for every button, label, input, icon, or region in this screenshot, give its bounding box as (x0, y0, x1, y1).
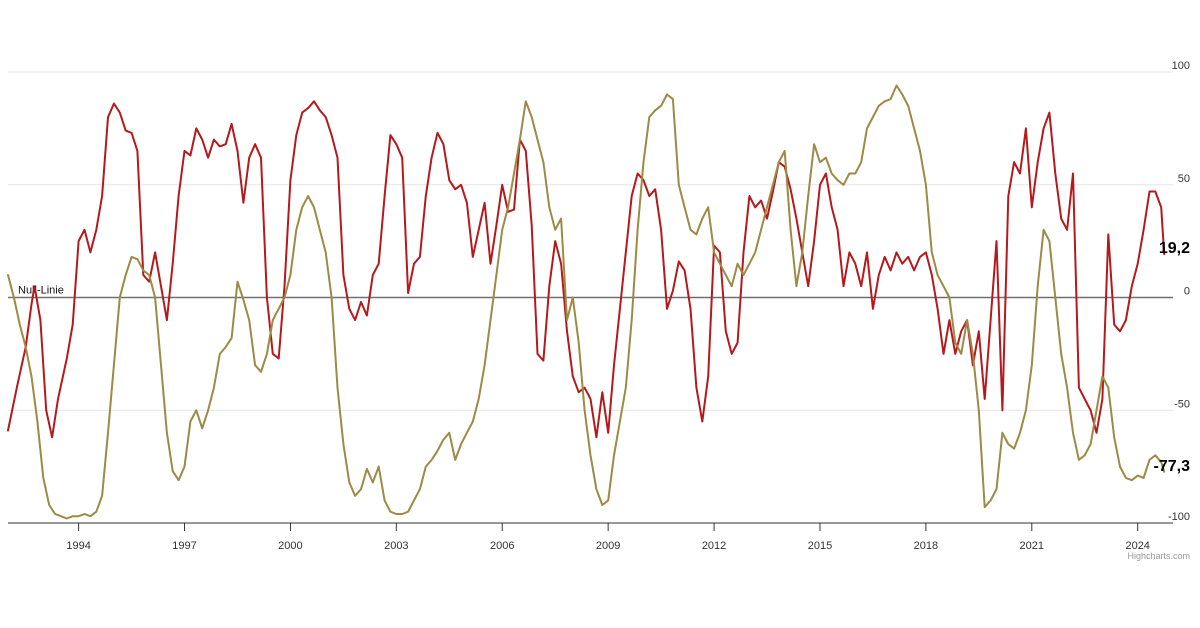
grid (8, 71, 1173, 411)
x-tick-label: 2018 (914, 540, 938, 552)
series-end-label-1: 19,2 (1159, 240, 1190, 257)
series-end-label-2: -77,3 (1154, 458, 1191, 475)
y-axis-ticks: 100 50 0 -50 -100 (1168, 60, 1190, 523)
x-tick-label: 2000 (278, 540, 302, 552)
x-tick-label: 2006 (490, 540, 514, 552)
zero-line-label: Null-Linie (18, 285, 64, 297)
end-labels: 19,2 -77,3 (1154, 240, 1191, 475)
x-tick-label: 2009 (596, 540, 620, 552)
x-tick-label: 2021 (1020, 540, 1044, 552)
x-tick-label: 1997 (172, 540, 196, 552)
x-tick-label: 2012 (702, 540, 726, 552)
y-tick-label: 100 (1172, 60, 1190, 72)
x-tick-label: 2015 (808, 540, 832, 552)
series-line-2 (7, 84, 1166, 520)
y-tick-label: -50 (1174, 398, 1190, 410)
x-tick-label: 1994 (66, 540, 90, 552)
series-line-1 (7, 100, 1166, 439)
y-tick-label: -100 (1168, 511, 1190, 523)
series-group (7, 84, 1166, 520)
y-tick-label: 0 (1184, 286, 1190, 298)
x-axis-ticks: 1994 1997 2000 2003 2006 2009 2012 2015 2018 2021… (66, 523, 1150, 552)
credit-link[interactable]: Highcharts.com (1127, 551, 1190, 561)
y-tick-label: 50 (1178, 173, 1190, 185)
x-tick-label: 2003 (384, 540, 408, 552)
x-tick-label: 2024 (1125, 540, 1149, 552)
